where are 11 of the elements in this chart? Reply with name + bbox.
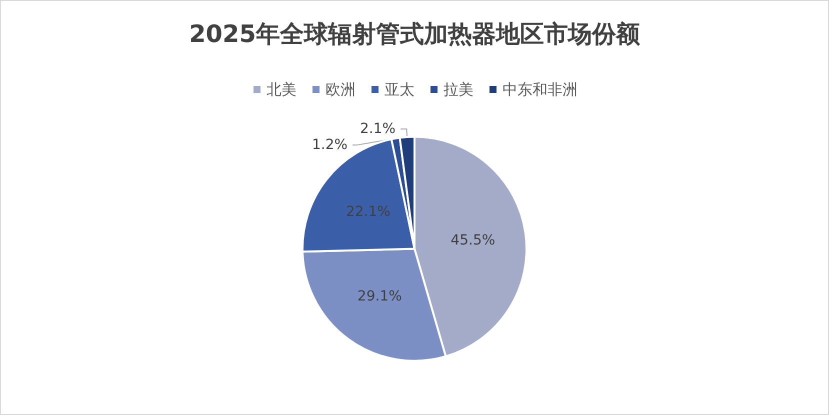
legend-label: 拉美 bbox=[444, 80, 474, 98]
data-label: 2.1% bbox=[360, 121, 396, 138]
chart-title: 2025年全球辐射管式加热器地区市场份额 bbox=[189, 20, 641, 48]
data-label: 1.2% bbox=[312, 137, 348, 154]
data-label: 29.1% bbox=[357, 288, 402, 304]
legend-label: 欧洲 bbox=[326, 80, 356, 98]
legend-label: 中东和非洲 bbox=[502, 80, 578, 98]
legend-label: 亚太 bbox=[384, 80, 414, 98]
legend-label: 北美 bbox=[266, 80, 296, 98]
data-label: 45.5% bbox=[450, 232, 496, 248]
data-label: 22.1% bbox=[346, 204, 390, 220]
